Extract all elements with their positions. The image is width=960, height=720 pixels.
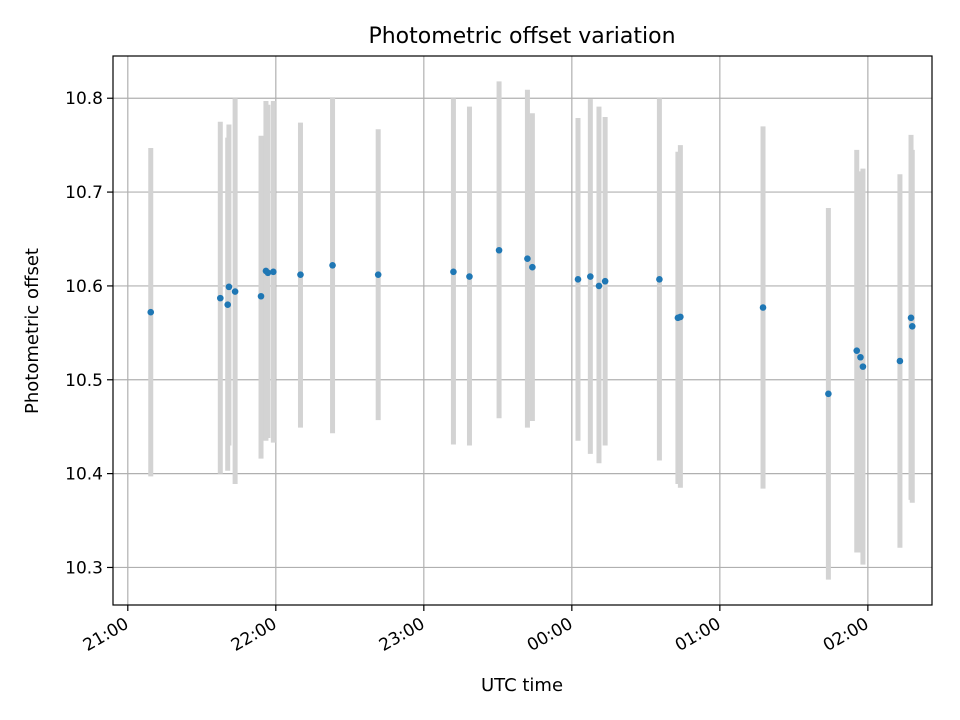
data-point — [595, 282, 603, 290]
y-tick-label: 10.6 — [65, 277, 103, 297]
data-point — [859, 363, 867, 370]
data-point — [677, 313, 684, 321]
data-point — [257, 292, 265, 300]
data-point — [759, 304, 767, 311]
data-point — [601, 277, 609, 285]
data-point — [374, 271, 382, 278]
data-point — [857, 353, 864, 361]
y-axis-label: Photometric offset — [22, 248, 43, 414]
data-point — [297, 271, 304, 278]
data-point — [224, 301, 232, 308]
chart-title: Photometric offset variation — [368, 24, 675, 49]
data-point — [231, 288, 239, 295]
data-point — [147, 308, 155, 316]
data-point — [896, 357, 904, 365]
y-tick-label: 10.3 — [65, 558, 103, 578]
y-tick-label: 10.4 — [65, 465, 103, 485]
data-point — [217, 294, 224, 302]
data-points — [147, 246, 916, 398]
data-point — [329, 261, 336, 269]
data-point — [270, 268, 277, 276]
y-axis: 10.3 10.4 10.5 10.6 10.7 10.8 — [65, 89, 113, 578]
data-point — [907, 314, 915, 322]
x-axis-label: UTC time — [481, 675, 563, 696]
data-point — [853, 347, 861, 354]
y-tick-label: 10.7 — [65, 183, 103, 203]
data-point — [450, 268, 457, 276]
grid — [113, 56, 932, 605]
data-point — [908, 322, 916, 330]
data-point — [264, 269, 272, 277]
data-point — [529, 263, 536, 271]
data-point — [587, 273, 594, 280]
data-point — [466, 273, 473, 280]
data-point — [225, 283, 233, 291]
y-tick-label: 10.8 — [65, 89, 103, 109]
data-point — [656, 276, 663, 283]
data-point — [574, 276, 582, 283]
data-point — [495, 246, 503, 254]
data-point — [825, 390, 832, 398]
plot-frame — [112, 55, 933, 606]
y-tick-label: 10.5 — [65, 371, 103, 391]
data-point — [524, 255, 531, 263]
